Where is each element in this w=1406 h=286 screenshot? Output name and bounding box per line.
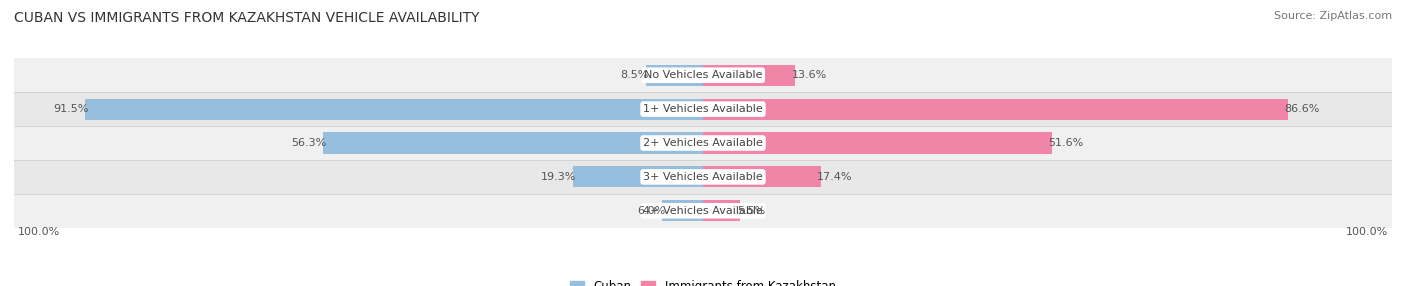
Bar [323,132,703,154]
Text: 8.5%: 8.5% [620,70,650,80]
Bar [703,132,1052,154]
Bar [14,160,1392,194]
Bar [14,194,1392,228]
Text: 56.3%: 56.3% [291,138,326,148]
Bar [703,99,1288,120]
Text: 100.0%: 100.0% [17,227,59,237]
Text: 5.5%: 5.5% [737,206,765,216]
Text: CUBAN VS IMMIGRANTS FROM KAZAKHSTAN VEHICLE AVAILABILITY: CUBAN VS IMMIGRANTS FROM KAZAKHSTAN VEHI… [14,11,479,25]
Text: 13.6%: 13.6% [792,70,827,80]
Text: 51.6%: 51.6% [1047,138,1084,148]
Legend: Cuban, Immigrants from Kazakhstan: Cuban, Immigrants from Kazakhstan [565,276,841,286]
Bar [14,92,1392,126]
Bar [14,58,1392,92]
Text: 4+ Vehicles Available: 4+ Vehicles Available [643,206,763,216]
Text: 6.0%: 6.0% [637,206,666,216]
Bar [703,200,740,221]
Text: 91.5%: 91.5% [53,104,89,114]
Text: 17.4%: 17.4% [817,172,852,182]
Text: 19.3%: 19.3% [541,172,576,182]
Text: 2+ Vehicles Available: 2+ Vehicles Available [643,138,763,148]
Text: No Vehicles Available: No Vehicles Available [644,70,762,80]
Text: 86.6%: 86.6% [1285,104,1320,114]
Bar [572,166,703,187]
Bar [662,200,703,221]
Bar [703,65,794,86]
Bar [645,65,703,86]
Text: 100.0%: 100.0% [1347,227,1389,237]
Text: 3+ Vehicles Available: 3+ Vehicles Available [643,172,763,182]
Text: 1+ Vehicles Available: 1+ Vehicles Available [643,104,763,114]
Bar [84,99,703,120]
Bar [14,126,1392,160]
Bar [703,166,821,187]
Text: Source: ZipAtlas.com: Source: ZipAtlas.com [1274,11,1392,21]
